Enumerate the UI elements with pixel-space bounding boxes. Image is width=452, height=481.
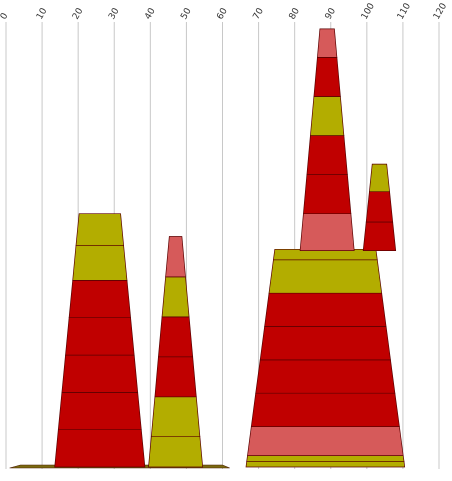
tower-3-segment-6 <box>259 326 391 361</box>
tower-4-segment-1 <box>299 213 355 251</box>
tower-3-segment-5 <box>255 359 396 394</box>
tower-3-segment-7 <box>264 292 387 327</box>
tower-1-segment-7 <box>75 213 124 246</box>
tower-2-segment-4 <box>158 316 194 358</box>
tower-2-segment-1 <box>148 436 204 468</box>
x-tick-label-30: 30 <box>107 6 122 21</box>
x-tick-label-50: 50 <box>179 6 194 21</box>
x-tick-label-40: 40 <box>143 6 158 21</box>
tower-3-segment-8 <box>268 259 383 294</box>
tick-label-layer: 0 10 20 30 40 50 60 70 80 90 100 110 120 <box>0 1 449 21</box>
tower-2-segment-5 <box>161 276 190 318</box>
tower-4-segment-5 <box>313 57 341 97</box>
x-tick-label-10: 10 <box>35 6 50 21</box>
tower-5-segment-2 <box>365 191 394 223</box>
tower-5-segment-1 <box>362 221 397 251</box>
tower-5-segment-3 <box>369 163 390 193</box>
tower-3-segment-3 <box>247 426 404 456</box>
tower-3-segment-2 <box>246 455 405 462</box>
tower-4-segment-4 <box>310 96 345 136</box>
tower-layer <box>54 28 406 468</box>
tower-3-segment-1 <box>245 460 406 468</box>
tower-2-segment-2 <box>150 396 201 438</box>
tower-1-segment-5 <box>68 280 131 319</box>
tower-2-segment-6 <box>165 236 186 278</box>
x-tick-label-20: 20 <box>71 6 86 21</box>
x-tick-label-70: 70 <box>252 6 267 21</box>
x-tick-label-120: 120 <box>432 1 449 21</box>
tower-3 <box>245 248 406 468</box>
tower-3-segment-4 <box>250 392 400 427</box>
x-tick-label-60: 60 <box>215 6 230 21</box>
tower-1 <box>54 213 146 468</box>
tower-2 <box>148 236 204 468</box>
tower-1-segment-2 <box>57 392 142 431</box>
x-tick-label-0: 0 <box>0 11 11 21</box>
x-tick-label-110: 110 <box>396 1 413 21</box>
tower-4-segment-6 <box>317 28 338 58</box>
tower-4-segment-3 <box>306 135 348 175</box>
tower-1-segment-4 <box>65 317 135 356</box>
tower-2-segment-3 <box>154 356 197 398</box>
x-tick-label-100: 100 <box>360 1 377 21</box>
x-tick-label-80: 80 <box>288 6 303 21</box>
x-tick-label-90: 90 <box>324 6 339 21</box>
tower-1-segment-6 <box>72 244 128 281</box>
tower-1-segment-3 <box>61 354 139 393</box>
tower-4-segment-2 <box>303 174 352 215</box>
tower-1-segment-1 <box>54 429 146 468</box>
tower-5 <box>362 163 397 251</box>
tower-4 <box>299 28 355 251</box>
